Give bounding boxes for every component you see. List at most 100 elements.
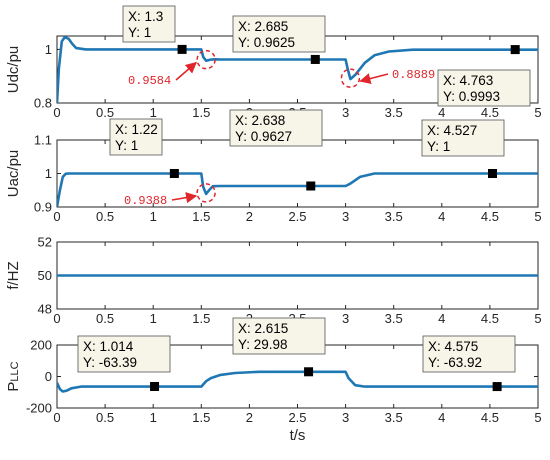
x-tick-label: 4.5: [481, 311, 499, 326]
datatip-x-text: X: 1.3: [128, 9, 163, 24]
y-tick-label: 48: [38, 302, 52, 317]
y-tick-label: 1: [45, 166, 52, 181]
datatip-x-text: X: 4.527: [427, 123, 477, 138]
x-tick-label: 5: [534, 105, 541, 120]
datatip-x-text: X: 1.014: [83, 339, 134, 354]
datatip-marker: [150, 381, 160, 391]
x-tick-label: 5: [534, 311, 541, 326]
annotation-arrow: [175, 61, 197, 81]
datatip-box: [421, 119, 505, 157]
x-tick-label: 2.5: [288, 410, 306, 425]
y-tick-label: -200: [26, 401, 52, 416]
datatip: X: 1.3Y: 1: [122, 5, 176, 43]
datatip-y-text: Y: 1: [427, 139, 450, 154]
dip-annotation: 0.9388: [124, 183, 216, 208]
series-line: [57, 370, 538, 393]
x-tick-label: 4.5: [481, 105, 499, 120]
y-tick-label: 0.9: [34, 200, 52, 215]
datatip-box: [422, 335, 516, 373]
x-tick-label: 4.5: [481, 209, 499, 224]
y-tick-label: 200: [30, 338, 52, 353]
datatip-marker: [487, 169, 497, 178]
x-tick-label: 3: [342, 209, 349, 224]
x-tick-label: 4: [438, 311, 445, 326]
datatip-box: [437, 69, 531, 107]
x-tick-label: 1: [150, 410, 157, 425]
datatip-marker: [492, 382, 502, 392]
x-tick-label: 1.5: [192, 105, 210, 120]
datatip-box: [77, 335, 171, 373]
datatip: X: 1.22Y: 1: [109, 118, 163, 156]
datatip-box: [232, 317, 326, 355]
y-tick-label: 1.1: [34, 133, 52, 148]
x-tick-label: 2: [246, 209, 253, 224]
datatip-marker: [310, 54, 320, 64]
datatip-x-text: X: 2.615: [238, 321, 288, 336]
y-axis-label: f/HZ: [5, 261, 22, 289]
dip-annotation: 0.8889: [340, 68, 435, 88]
datatip-box: [229, 109, 323, 147]
annotation-label: 0.9584: [128, 74, 171, 88]
datatip-box: [109, 118, 163, 156]
x-axis-label: t/s: [290, 427, 306, 444]
x-tick-label: 0.5: [96, 105, 114, 120]
x-tick-label: 1.5: [192, 209, 210, 224]
annotation-label: 0.8889: [392, 68, 435, 82]
x-tick-label: 1: [150, 311, 157, 326]
x-tick-label: 4: [438, 105, 445, 120]
x-tick-label: 2.5: [288, 209, 306, 224]
datatip-y-text: Y: -63.92: [428, 355, 482, 370]
x-tick-label: 1.5: [192, 311, 210, 326]
chart-panel: 0 0.5 1 1.5 2 2.5 3 3.5 4 4.5 5 0.9 1 1.1 Uac/pu X: 1.2…: [5, 109, 542, 224]
dip-annotation: 0.9584: [128, 49, 216, 88]
x-tick-label: 5: [534, 410, 541, 425]
datatip-x-text: X: 4.763: [443, 73, 493, 88]
x-tick-label: 1.5: [192, 410, 210, 425]
x-tick-label: 0: [53, 105, 60, 120]
datatip-marker: [306, 181, 316, 191]
datatip-box: [232, 15, 326, 53]
x-tick-label: 1: [150, 209, 157, 224]
y-axis-label-main: P: [5, 382, 22, 392]
x-tick-label: 3.5: [385, 209, 403, 224]
x-tick-label: 5: [534, 209, 541, 224]
y-tick-label: 52: [38, 235, 52, 250]
y-tick-label: 0: [45, 369, 52, 384]
x-tick-label: 3: [342, 105, 349, 120]
datatip-marker: [169, 169, 179, 178]
y-tick-label: 50: [38, 268, 52, 283]
datatip-marker: [510, 45, 520, 55]
y-axis-label: PLLC: [5, 361, 22, 391]
x-tick-label: 3.5: [385, 410, 403, 425]
datatip-box: [122, 5, 176, 43]
y-axis-label-sub: LLC: [9, 361, 21, 381]
datatip-x-text: X: 2.685: [238, 19, 288, 34]
x-tick-label: 4.5: [481, 410, 499, 425]
datatip-marker: [304, 367, 314, 377]
datatip-y-text: Y: 1: [128, 25, 151, 40]
datatip-y-text: Y: -63.39: [83, 355, 137, 370]
annotation-arrow: [171, 192, 198, 204]
x-tick-label: 4: [438, 410, 445, 425]
x-tick-label: 0: [53, 209, 60, 224]
x-tick-label: 1: [150, 105, 157, 120]
annotation-label: 0.9388: [124, 194, 167, 208]
datatip-y-text: Y: 29.98: [238, 337, 288, 352]
x-tick-label: 0: [53, 410, 60, 425]
series-line: [57, 172, 538, 207]
annotation-arrow: [359, 73, 389, 85]
x-tick-label: 4: [438, 209, 445, 224]
datatip-y-text: Y: 0.9627: [235, 129, 292, 144]
datatip-y-text: Y: 1: [115, 138, 138, 153]
annotation-circle: [196, 49, 216, 70]
series-line: [57, 36, 538, 103]
x-tick-label: 3: [342, 311, 349, 326]
